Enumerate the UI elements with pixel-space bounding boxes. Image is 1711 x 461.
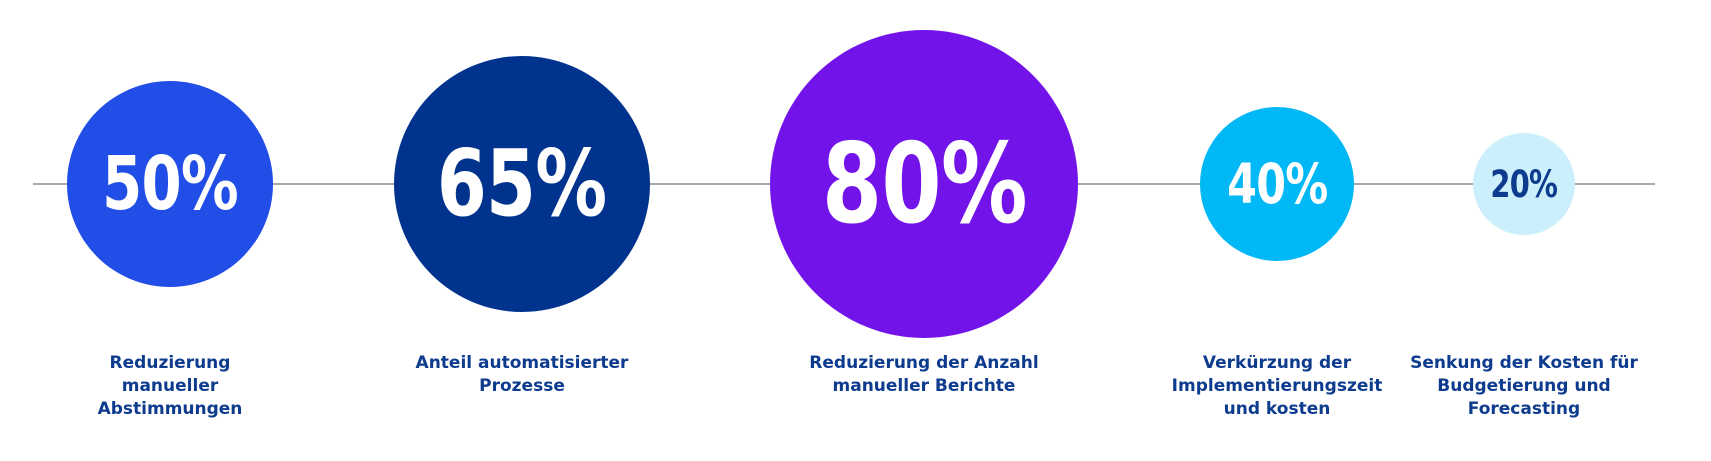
bubble-value-label: 65%	[437, 130, 607, 237]
bubble-4: 40%	[1200, 107, 1354, 261]
category-label: Senkung der Kosten für Budgetierung und …	[1410, 353, 1638, 419]
bubble-2: 65%	[394, 56, 650, 312]
bubble-5: 20%	[1473, 133, 1575, 235]
bubble-1: 50%	[67, 81, 273, 287]
bubble-value-label: 50%	[102, 141, 239, 227]
bubble-value-label: 40%	[1226, 151, 1328, 216]
bubble-3: 80%	[770, 30, 1078, 338]
category-label: Verkürzung der Implementierungszeit und …	[1171, 353, 1383, 419]
category-label: Reduzierung manueller Abstimmungen	[97, 353, 243, 419]
bubble-value-label: 20%	[1490, 162, 1559, 206]
bubble-value-label: 80%	[821, 119, 1028, 249]
category-label: Reduzierung der Anzahl manueller Bericht…	[809, 353, 1039, 396]
category-label: Anteil automatisierter Prozesse	[415, 353, 629, 396]
